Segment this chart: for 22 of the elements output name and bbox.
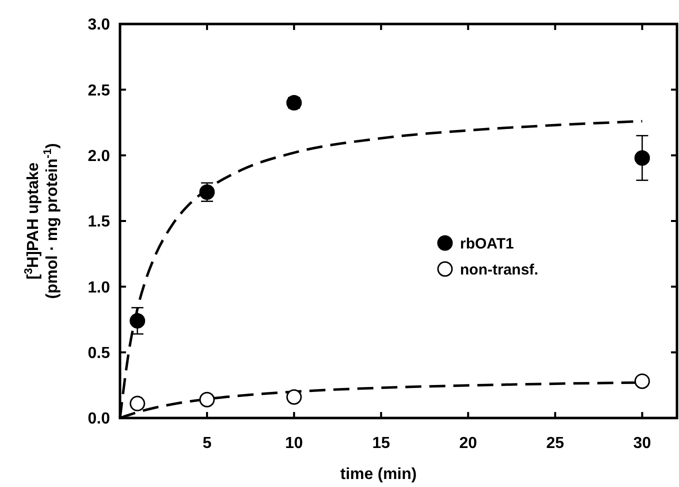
point [634, 150, 650, 166]
y-tick-label: 0.0 [88, 410, 110, 428]
legend-label: rbOAT1 [460, 235, 514, 252]
x-tick-label: 25 [546, 435, 564, 452]
x-axis-title: time (min) [340, 466, 417, 483]
x-tick-label: 20 [459, 435, 478, 452]
point [130, 313, 146, 329]
x-tick-label: 30 [633, 435, 652, 452]
x-tick-label: 10 [285, 435, 304, 452]
point [286, 389, 302, 405]
y-tick-label: 3.0 [88, 16, 110, 34]
point [199, 392, 215, 408]
point [634, 373, 650, 389]
y-tick-label: 1.5 [88, 214, 110, 231]
y-tick-label: 2.0 [88, 148, 110, 165]
y-tick-label: 1.0 [88, 279, 110, 296]
point [130, 396, 146, 412]
legend-label: non-transf. [460, 261, 538, 278]
x-tick-label: 15 [372, 435, 390, 452]
y-tick-label: 2.5 [88, 82, 110, 100]
x-tick-label: 5 [202, 435, 212, 452]
y-tick-label: 0.5 [88, 344, 110, 362]
